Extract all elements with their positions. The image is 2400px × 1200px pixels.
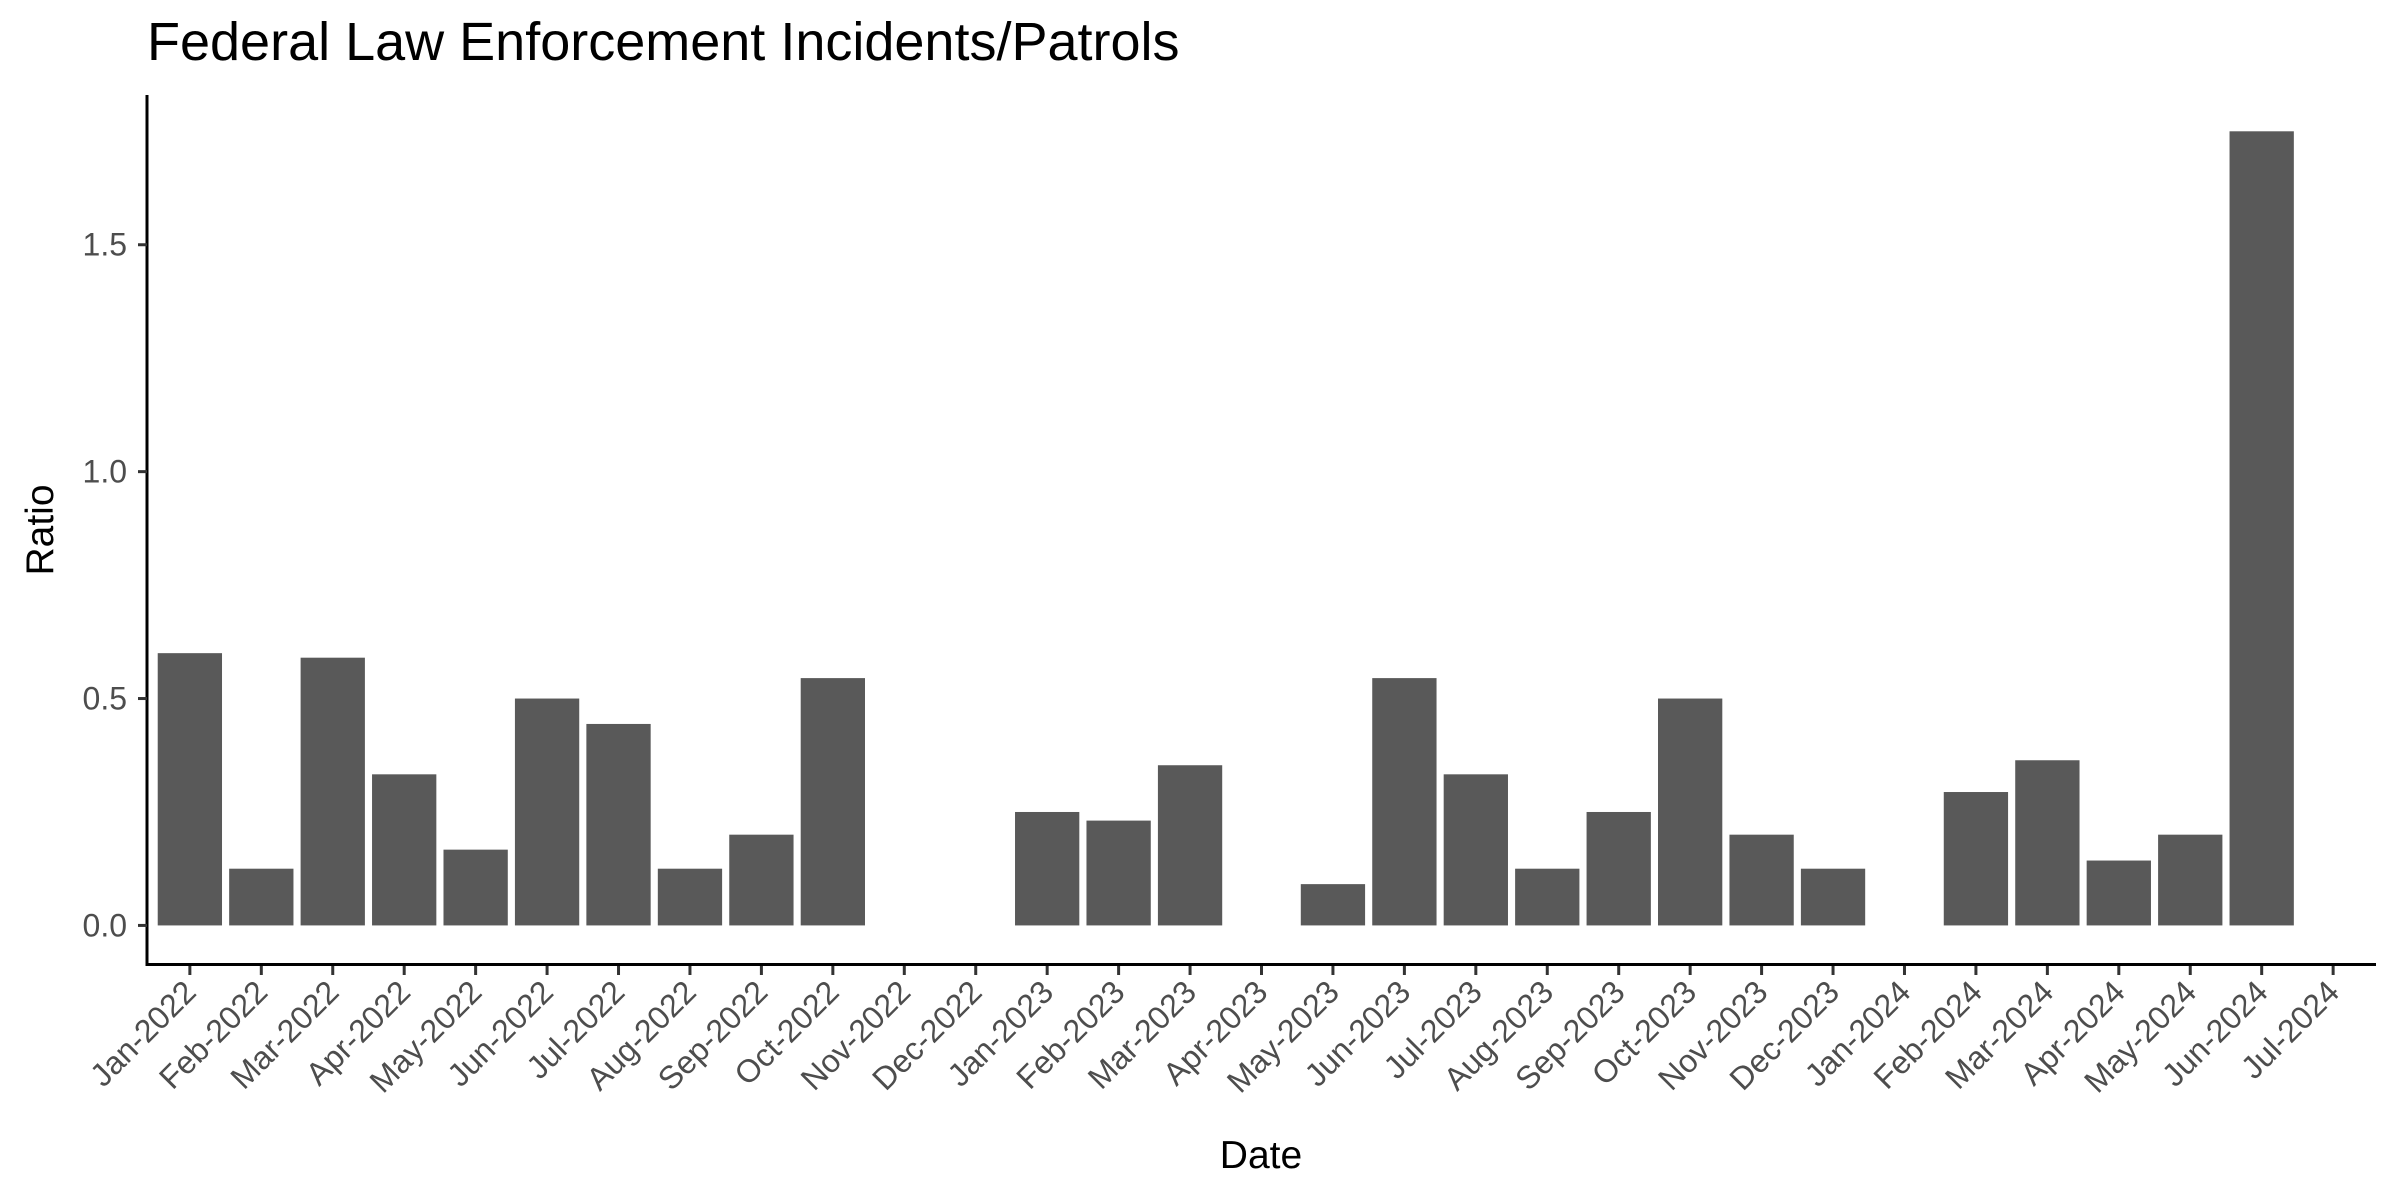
- bar-Jan-2022: [157, 653, 223, 926]
- bar-Jan-2023: [1015, 811, 1080, 926]
- bar-May-2024: [2158, 834, 2223, 926]
- bar-Aug-2022: [657, 868, 723, 926]
- bar-Oct-2022: [800, 678, 865, 926]
- bar-Nov-2023: [1729, 834, 1794, 926]
- bar-May-2022: [443, 849, 508, 926]
- x-axis-title: Date: [1220, 1134, 1302, 1177]
- bar-Feb-2022: [229, 868, 294, 926]
- bar-Oct-2023: [1658, 698, 1723, 926]
- bar-Jun-2022: [514, 698, 580, 926]
- bar-Mar-2024: [2015, 760, 2080, 926]
- y-tick-label: 1.0: [83, 454, 127, 490]
- bar-Jun-2024: [2229, 131, 2294, 926]
- bar-Mar-2023: [1157, 765, 1223, 926]
- bar-Apr-2024: [2086, 860, 2151, 926]
- bar-Dec-2023: [1800, 868, 1866, 926]
- bar-Aug-2023: [1515, 868, 1580, 926]
- bar-Feb-2024: [1943, 792, 2009, 926]
- bar-Sep-2023: [1586, 811, 1651, 926]
- bar-Jul-2023: [1443, 774, 1508, 926]
- y-tick-label: 0.0: [83, 907, 127, 943]
- bar-Apr-2022: [372, 774, 437, 926]
- x-axis-ticks: Jan-2022Feb-2022Mar-2022Apr-2022May-2022…: [83, 966, 2346, 1100]
- chart-title: Federal Law Enforcement Incidents/Patrol…: [147, 12, 1180, 72]
- y-tick-label: 1.5: [83, 227, 127, 263]
- bar-Jun-2023: [1372, 678, 1437, 926]
- bar-Feb-2023: [1086, 820, 1151, 926]
- y-axis-title: Ratio: [19, 484, 62, 575]
- bar-Mar-2022: [300, 657, 365, 926]
- bar-Jul-2022: [586, 723, 651, 926]
- bar-Sep-2022: [729, 834, 794, 926]
- bars-group: [157, 131, 2294, 926]
- y-axis-ticks: 0.0 0.5 1.0 1.5: [83, 227, 147, 943]
- y-tick-label: 0.5: [83, 681, 127, 717]
- bar-May-2023: [1300, 884, 1366, 926]
